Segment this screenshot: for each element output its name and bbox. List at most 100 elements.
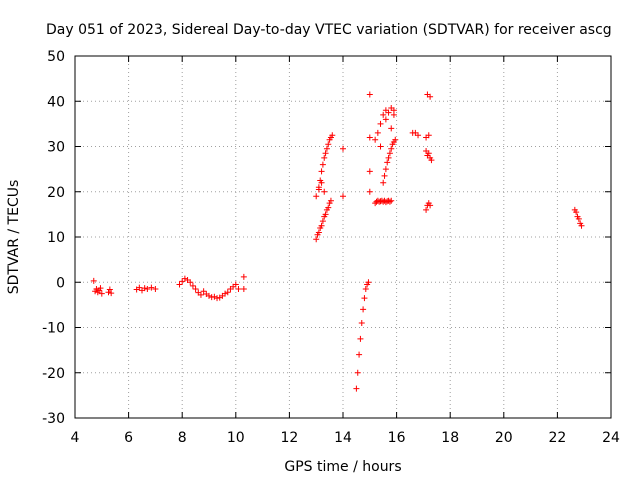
data-point [415,132,422,139]
data-point [427,202,434,209]
data-point [313,236,320,243]
y-tick-label: -20 [42,366,65,382]
data-point [340,145,346,152]
data-point [390,111,397,118]
data-point [325,204,332,211]
data-point [366,134,373,141]
data-point [356,351,363,358]
data-point [377,120,384,127]
data-point [319,161,326,168]
y-tick-label: 20 [47,185,65,201]
data-point [315,229,322,236]
data-point [197,291,204,298]
x-tick-label: 14 [334,430,352,446]
data-point [224,289,231,296]
data-point [382,166,389,173]
data-point [148,284,155,291]
data-point [318,222,325,229]
data-point [206,292,212,299]
ticks [74,55,612,419]
data-point [384,159,391,166]
grid [75,56,611,418]
data-point [240,286,247,293]
data-point [377,143,384,150]
data-point [425,132,432,139]
data-point [380,111,387,118]
x-tick-label: 10 [227,430,245,446]
x-tick-label: 4 [71,430,80,446]
data-point [321,154,328,161]
y-tick-label: 10 [47,230,65,246]
data-point [358,319,365,326]
data-point [325,141,332,148]
data-point [187,279,194,286]
y-tick-label: 50 [47,49,65,65]
data-point [181,275,188,282]
data-point [388,125,395,132]
data-point [386,198,393,205]
data-point [141,285,148,292]
x-tick-label: 16 [388,430,406,446]
y-tick-label: 40 [47,94,65,110]
data-point [427,93,434,100]
x-tick-label: 8 [178,430,187,446]
y-tick-labels: -30 -20 -10 0 10 20 30 40 50 [42,49,65,427]
data-point [93,286,100,293]
data-point [319,218,326,225]
data-point [152,286,159,293]
data-point [97,285,104,292]
data-point [353,385,360,392]
data-point [388,145,395,152]
x-tick-label: 6 [124,430,133,446]
data-point [321,188,328,195]
x-tick-label: 18 [441,430,459,446]
y-tick-label: -30 [42,411,65,427]
x-tick-labels: 4 6 8 10 12 14 16 18 20 22 24 [71,430,620,446]
data-point [329,132,336,139]
x-tick-label: 20 [495,430,513,446]
data-points [90,91,585,392]
data-point [240,273,247,280]
data-point [388,197,395,204]
data-point [176,281,183,288]
data-point [381,172,388,179]
data-point [179,278,186,285]
data-point [232,281,239,288]
x-tick-label: 24 [602,430,620,446]
data-point [313,193,320,200]
data-point [106,286,113,293]
data-point [322,211,329,218]
data-point [361,295,368,302]
data-point [372,136,379,143]
x-tick-label: 22 [548,430,566,446]
y-tick-label: 0 [56,275,65,291]
x-axis-label: GPS time / hours [284,459,401,475]
data-point [189,282,196,289]
data-point [327,197,334,204]
data-point [366,168,373,175]
data-point [200,288,207,295]
data-point [575,215,582,222]
data-point [105,289,112,296]
data-point [392,136,399,143]
data-point [323,145,330,152]
data-point [573,209,580,216]
data-point [385,154,392,161]
data-point [578,222,585,229]
data-point [222,290,229,297]
data-point [318,168,325,175]
y-tick-label: 30 [47,140,65,156]
data-point [425,150,432,157]
data-point [360,306,367,313]
data-point [340,193,346,200]
y-tick-label: -10 [42,321,65,337]
data-point [428,157,435,164]
data-point [423,206,430,213]
data-point [366,91,373,98]
data-point [380,179,387,186]
x-tick-label: 12 [280,430,298,446]
y-axis-label: SDTVAR / TECUs [6,180,22,295]
data-point [365,279,372,286]
data-point [386,150,393,157]
data-point [144,286,151,293]
